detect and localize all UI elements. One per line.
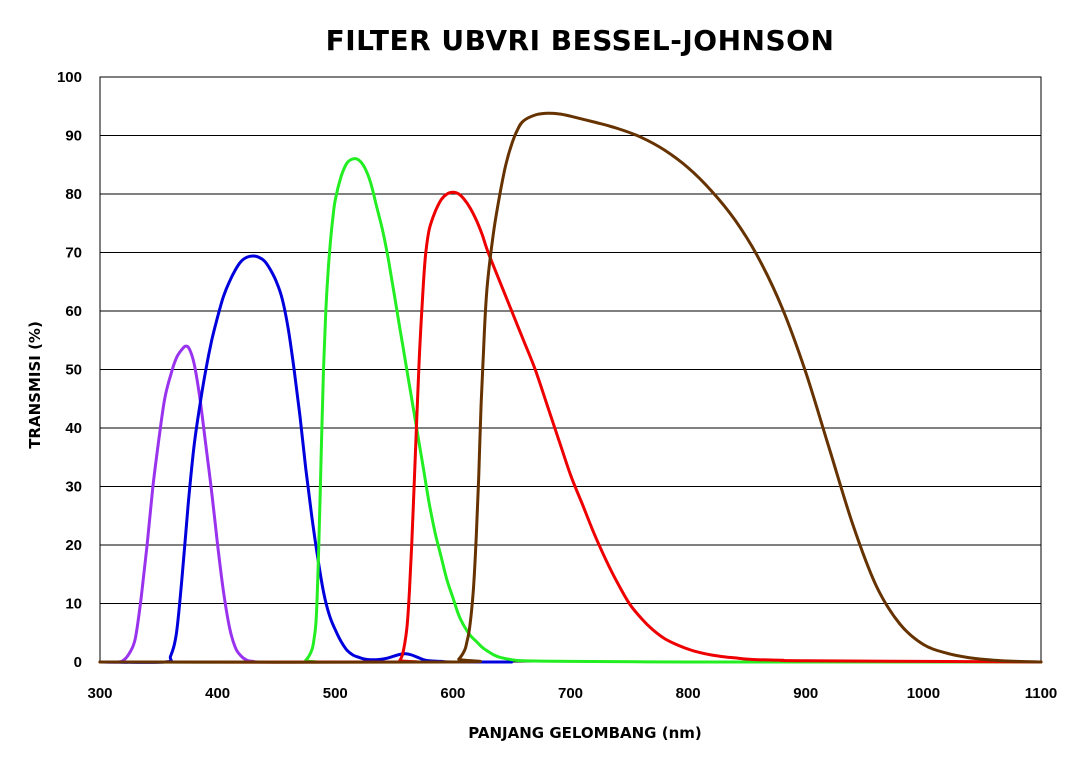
- x-tick-label: 1100: [1025, 685, 1058, 702]
- gridlines: [100, 76, 1041, 663]
- y-tick-label: 0: [74, 654, 82, 671]
- x-axis-ticks: 300 400 500 600 700 800 900 1000 1100: [87, 685, 1057, 702]
- x-tick-label: 700: [558, 685, 583, 702]
- x-tick-label: 1000: [907, 685, 940, 702]
- x-tick-label: 300: [87, 685, 112, 702]
- x-tick-label: 600: [440, 685, 465, 702]
- x-tick-label: 500: [323, 685, 348, 702]
- y-tick-label: 50: [65, 362, 82, 379]
- series-group: [98, 111, 1043, 664]
- y-tick-label: 80: [65, 186, 82, 203]
- y-tick-label: 100: [57, 69, 82, 86]
- y-tick-label: 90: [65, 128, 82, 145]
- series-line-5: [98, 111, 1043, 664]
- series-line-1: [98, 344, 337, 664]
- series-line-2: [98, 254, 514, 664]
- series-line-3: [98, 157, 1043, 664]
- x-tick-label: 800: [676, 685, 701, 702]
- y-axis-ticks: 0 10 20 30 40 50 60 70 80 90 100: [57, 69, 82, 671]
- y-tick-label: 40: [65, 420, 82, 437]
- x-tick-label: 900: [793, 685, 818, 702]
- chart-title: FILTER UBVRI BESSEL-JOHNSON: [326, 24, 835, 57]
- y-tick-label: 60: [65, 303, 82, 320]
- y-tick-label: 70: [65, 245, 82, 262]
- x-tick-label: 400: [205, 685, 230, 702]
- y-tick-label: 10: [65, 596, 82, 613]
- series-line-4: [98, 190, 1043, 664]
- y-tick-label: 30: [65, 479, 82, 496]
- y-axis-label: TRANSMISI (%): [26, 321, 44, 449]
- x-axis-label: PANJANG GELOMBANG (nm): [468, 724, 701, 742]
- y-tick-label: 20: [65, 537, 82, 554]
